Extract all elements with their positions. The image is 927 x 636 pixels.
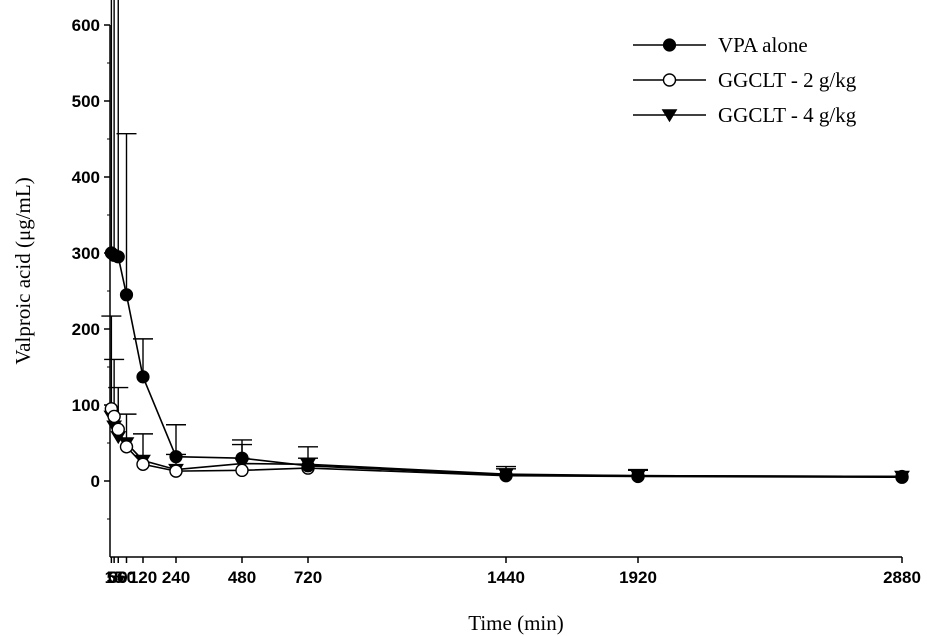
series-0 xyxy=(104,0,909,484)
y-tick-label: 0 xyxy=(91,472,100,491)
x-tick-label: 5 xyxy=(107,568,116,587)
data-point xyxy=(662,38,677,52)
data-point xyxy=(119,440,134,454)
y-tick-label: 300 xyxy=(72,244,100,263)
legend-label: GGCLT - 2 g/kg xyxy=(718,68,857,92)
y-tick-label: 200 xyxy=(72,320,100,339)
series-line xyxy=(110,252,903,478)
data-point xyxy=(631,469,645,483)
data-point xyxy=(169,464,183,478)
x-tick-label: 1440 xyxy=(487,568,525,587)
data-point xyxy=(662,73,677,87)
data-point xyxy=(111,422,125,437)
x-tick-label: 30 xyxy=(109,568,128,587)
y-tick-label: 500 xyxy=(72,92,100,111)
y-axis-title: Valproic acid (μg/mL) xyxy=(11,177,35,364)
data-point xyxy=(235,451,249,465)
y-tick-label: 100 xyxy=(72,396,100,415)
legend-label: GGCLT - 4 g/kg xyxy=(718,103,857,127)
x-tick-label: 1920 xyxy=(619,568,657,587)
legend-label: VPA alone xyxy=(718,33,808,57)
x-tick-label: 15 xyxy=(105,568,124,587)
data-point xyxy=(136,457,150,471)
x-tick-label: 240 xyxy=(162,568,190,587)
x-tick-label: 720 xyxy=(294,568,322,587)
data-point xyxy=(235,463,249,478)
data-point xyxy=(107,409,121,424)
x-tick-label: 2880 xyxy=(883,568,921,587)
legend: VPA alone GGCLT - 2 g/kg GGCLT - 4 g/kg xyxy=(633,33,857,127)
data-point xyxy=(169,450,183,464)
y-tick-label: 400 xyxy=(72,168,100,187)
data-point xyxy=(499,468,513,482)
x-tick-label: 480 xyxy=(228,568,256,587)
data-point xyxy=(111,250,125,264)
data-point xyxy=(301,459,315,473)
data-point xyxy=(895,469,909,484)
data-point xyxy=(661,109,678,123)
data-point xyxy=(136,370,150,384)
x-tick-label: 120 xyxy=(129,568,157,587)
y-tick-label: 600 xyxy=(72,16,100,35)
x-tick-label: 60 xyxy=(117,568,136,587)
data-point xyxy=(119,288,134,302)
series-layer xyxy=(101,0,910,484)
x-axis-title: Time (min) xyxy=(468,611,563,635)
